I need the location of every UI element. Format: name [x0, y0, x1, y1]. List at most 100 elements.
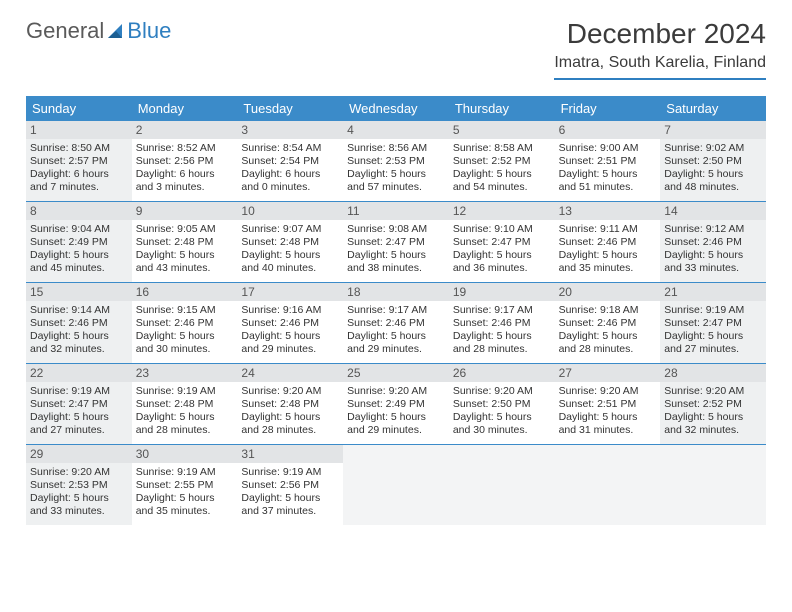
day-cell: 12Sunrise: 9:10 AMSunset: 2:47 PMDayligh…: [449, 202, 555, 282]
day-cell: 20Sunrise: 9:18 AMSunset: 2:46 PMDayligh…: [555, 283, 661, 363]
day-name: Wednesday: [343, 96, 449, 121]
day1-line: Daylight: 5 hours: [136, 411, 234, 424]
day1-line: Daylight: 5 hours: [347, 330, 445, 343]
day-number: 18: [343, 283, 449, 301]
day1-line: Daylight: 5 hours: [453, 330, 551, 343]
sunrise-line: Sunrise: 9:00 AM: [559, 142, 657, 155]
day-name: Sunday: [26, 96, 132, 121]
day1-line: Daylight: 5 hours: [30, 249, 128, 262]
sunset-line: Sunset: 2:53 PM: [347, 155, 445, 168]
day-number: 16: [132, 283, 238, 301]
day2-line: and 3 minutes.: [136, 181, 234, 194]
sunrise-line: Sunrise: 9:11 AM: [559, 223, 657, 236]
sunset-line: Sunset: 2:46 PM: [664, 236, 762, 249]
day-number: 4: [343, 121, 449, 139]
sunset-line: Sunset: 2:49 PM: [30, 236, 128, 249]
day-cell: 25Sunrise: 9:20 AMSunset: 2:49 PMDayligh…: [343, 364, 449, 444]
day-number: 23: [132, 364, 238, 382]
day-cell: 3Sunrise: 8:54 AMSunset: 2:54 PMDaylight…: [237, 121, 343, 201]
day-number: 12: [449, 202, 555, 220]
day2-line: and 28 minutes.: [136, 424, 234, 437]
sunrise-line: Sunrise: 8:54 AM: [241, 142, 339, 155]
day-number: 10: [237, 202, 343, 220]
day1-line: Daylight: 5 hours: [664, 249, 762, 262]
day-number: 11: [343, 202, 449, 220]
sunset-line: Sunset: 2:55 PM: [136, 479, 234, 492]
sunset-line: Sunset: 2:56 PM: [136, 155, 234, 168]
day-number: 24: [237, 364, 343, 382]
day2-line: and 28 minutes.: [453, 343, 551, 356]
sunset-line: Sunset: 2:50 PM: [453, 398, 551, 411]
day2-line: and 45 minutes.: [30, 262, 128, 275]
day-cell: 17Sunrise: 9:16 AMSunset: 2:46 PMDayligh…: [237, 283, 343, 363]
day2-line: and 35 minutes.: [136, 505, 234, 518]
day1-line: Daylight: 6 hours: [30, 168, 128, 181]
day2-line: and 28 minutes.: [559, 343, 657, 356]
sunset-line: Sunset: 2:46 PM: [559, 236, 657, 249]
day1-line: Daylight: 5 hours: [136, 492, 234, 505]
day-cell: 4Sunrise: 8:56 AMSunset: 2:53 PMDaylight…: [343, 121, 449, 201]
week-row: 1Sunrise: 8:50 AMSunset: 2:57 PMDaylight…: [26, 121, 766, 201]
week-row: 15Sunrise: 9:14 AMSunset: 2:46 PMDayligh…: [26, 282, 766, 363]
sunrise-line: Sunrise: 9:14 AM: [30, 304, 128, 317]
sunrise-line: Sunrise: 9:18 AM: [559, 304, 657, 317]
day-number: 22: [26, 364, 132, 382]
day-number: 25: [343, 364, 449, 382]
day-cell: 29Sunrise: 9:20 AMSunset: 2:53 PMDayligh…: [26, 445, 132, 525]
logo: General Blue: [26, 18, 171, 44]
day-name: Monday: [132, 96, 238, 121]
day2-line: and 54 minutes.: [453, 181, 551, 194]
sunset-line: Sunset: 2:46 PM: [453, 317, 551, 330]
empty-cell: [449, 445, 555, 525]
week-row: 8Sunrise: 9:04 AMSunset: 2:49 PMDaylight…: [26, 201, 766, 282]
day-number: 28: [660, 364, 766, 382]
empty-cell: [343, 445, 449, 525]
sunrise-line: Sunrise: 9:20 AM: [241, 385, 339, 398]
day2-line: and 28 minutes.: [241, 424, 339, 437]
day-number: 20: [555, 283, 661, 301]
day-number: 31: [237, 445, 343, 463]
day1-line: Daylight: 5 hours: [30, 330, 128, 343]
day2-line: and 32 minutes.: [664, 424, 762, 437]
sunset-line: Sunset: 2:46 PM: [241, 317, 339, 330]
day2-line: and 33 minutes.: [664, 262, 762, 275]
day-number: 7: [660, 121, 766, 139]
day-number: 30: [132, 445, 238, 463]
week-row: 22Sunrise: 9:19 AMSunset: 2:47 PMDayligh…: [26, 363, 766, 444]
sunrise-line: Sunrise: 9:02 AM: [664, 142, 762, 155]
logo-sail-icon: [106, 22, 126, 40]
sunrise-line: Sunrise: 9:20 AM: [559, 385, 657, 398]
title-block: December 2024 Imatra, South Karelia, Fin…: [554, 18, 766, 80]
day2-line: and 48 minutes.: [664, 181, 762, 194]
sunset-line: Sunset: 2:57 PM: [30, 155, 128, 168]
day-number: 8: [26, 202, 132, 220]
sunrise-line: Sunrise: 9:19 AM: [241, 466, 339, 479]
day-number: 26: [449, 364, 555, 382]
sunset-line: Sunset: 2:47 PM: [453, 236, 551, 249]
day2-line: and 32 minutes.: [30, 343, 128, 356]
day-number: 15: [26, 283, 132, 301]
day-cell: 6Sunrise: 9:00 AMSunset: 2:51 PMDaylight…: [555, 121, 661, 201]
day-name: Tuesday: [237, 96, 343, 121]
day1-line: Daylight: 5 hours: [559, 411, 657, 424]
sunset-line: Sunset: 2:51 PM: [559, 155, 657, 168]
day-cell: 26Sunrise: 9:20 AMSunset: 2:50 PMDayligh…: [449, 364, 555, 444]
day-cell: 15Sunrise: 9:14 AMSunset: 2:46 PMDayligh…: [26, 283, 132, 363]
day-cell: 27Sunrise: 9:20 AMSunset: 2:51 PMDayligh…: [555, 364, 661, 444]
sunrise-line: Sunrise: 9:19 AM: [664, 304, 762, 317]
day-cell: 14Sunrise: 9:12 AMSunset: 2:46 PMDayligh…: [660, 202, 766, 282]
day1-line: Daylight: 5 hours: [241, 411, 339, 424]
sunset-line: Sunset: 2:46 PM: [559, 317, 657, 330]
day1-line: Daylight: 5 hours: [453, 249, 551, 262]
day1-line: Daylight: 5 hours: [30, 411, 128, 424]
day1-line: Daylight: 5 hours: [559, 168, 657, 181]
sunset-line: Sunset: 2:49 PM: [347, 398, 445, 411]
sunrise-line: Sunrise: 9:15 AM: [136, 304, 234, 317]
day2-line: and 0 minutes.: [241, 181, 339, 194]
day2-line: and 33 minutes.: [30, 505, 128, 518]
day2-line: and 38 minutes.: [347, 262, 445, 275]
location: Imatra, South Karelia, Finland: [554, 54, 766, 80]
day1-line: Daylight: 5 hours: [664, 168, 762, 181]
day2-line: and 36 minutes.: [453, 262, 551, 275]
logo-text-2: Blue: [127, 18, 171, 44]
